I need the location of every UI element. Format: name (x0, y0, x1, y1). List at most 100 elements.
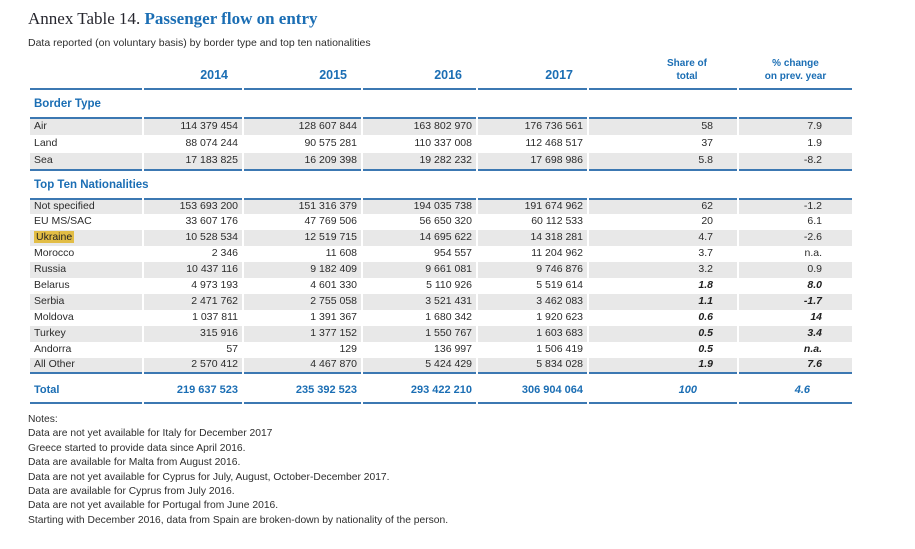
value-2015: 16 209 398 (244, 153, 361, 171)
page-title: Annex Table 14. Passenger flow on entry (28, 9, 318, 29)
value-2016: 136 997 (434, 343, 472, 356)
value-change: 8.0 (807, 279, 822, 292)
table-row-ukraine: Ukraine 10 528 534 12 519 715 14 695 622… (30, 230, 852, 246)
value-change: n.a. (803, 343, 822, 356)
value-2017: 1 920 623 (536, 311, 583, 324)
note-line: Greece started to provide data since Apr… (28, 442, 246, 454)
value-share: 1.8 (698, 279, 713, 292)
total-share: 100 (589, 374, 737, 404)
value-2017: 3 462 083 (478, 294, 587, 310)
value-2016: 5 110 926 (426, 279, 472, 292)
value-2015: 90 575 281 (304, 137, 357, 150)
row-label: Moldova (34, 311, 74, 324)
table-title: Passenger flow on entry (144, 9, 318, 28)
value-share: 62 (589, 198, 737, 214)
value-2016: 194 035 738 (363, 198, 476, 214)
notes-block: Notes: Data are not yet available for It… (28, 413, 448, 528)
table-row-serbia: Serbia 2 471 762 2 755 058 3 521 431 3 4… (30, 294, 852, 310)
value-share: 3.7 (698, 247, 713, 260)
value-2015: 11 608 (325, 247, 357, 260)
col-header-share: Share of total (589, 50, 737, 90)
row-label: Serbia (30, 294, 142, 310)
value-share: 5.8 (589, 153, 737, 171)
value-2015: 2 755 058 (244, 294, 361, 310)
value-2015: 151 316 379 (244, 198, 361, 214)
value-2016: 14 695 622 (363, 230, 476, 246)
table-row-turkey: Turkey 315 916 1 377 152 1 550 767 1 603… (30, 326, 852, 342)
row-label: Andorra (34, 343, 72, 356)
value-2015: 129 (339, 343, 357, 356)
value-2016: 1 550 767 (363, 326, 476, 342)
value-2014: 17 183 825 (144, 153, 242, 171)
value-change: -1.7 (739, 294, 852, 310)
value-change: 0.9 (739, 262, 852, 278)
value-2014: 153 693 200 (144, 198, 242, 214)
value-2015: 4 467 870 (244, 358, 361, 374)
value-2014: 4 973 193 (191, 279, 238, 292)
section-header-nationalities: Top Ten Nationalities (30, 171, 852, 198)
table-row-all-other: All Other 2 570 412 4 467 870 5 424 429 … (30, 358, 852, 374)
value-2014: 88 074 244 (185, 137, 238, 150)
table-row-air: Air 114 379 454 128 607 844 163 802 970 … (30, 117, 852, 135)
value-share: 0.5 (698, 343, 713, 356)
value-change: 3.4 (739, 326, 852, 342)
value-2014: 10 437 116 (144, 262, 242, 278)
row-label: EU MS/SAC (34, 215, 92, 228)
total-label: Total (30, 374, 142, 404)
value-change: 6.1 (807, 215, 822, 228)
table-row-russia: Russia 10 437 116 9 182 409 9 661 081 9 … (30, 262, 852, 278)
value-2017: 9 746 876 (478, 262, 587, 278)
row-label: Ukraine (30, 230, 142, 246)
row-label: Air (30, 117, 142, 135)
value-change: -2.6 (739, 230, 852, 246)
value-2016: 3 521 431 (363, 294, 476, 310)
table-row-andorra: Andorra 57 129 136 997 1 506 419 0.5 n.a… (30, 342, 852, 358)
table-row-eu-ms-sac: EU MS/SAC 33 607 176 47 769 506 56 650 3… (30, 214, 852, 230)
value-2014: 2 570 412 (144, 358, 242, 374)
value-2016: 5 424 429 (363, 358, 476, 374)
col-header-change: % change on prev. year (739, 50, 852, 90)
note-line: Data are available for Cyprus from July … (28, 486, 235, 498)
value-share: 20 (701, 215, 713, 228)
table-row-sea: Sea 17 183 825 16 209 398 19 282 232 17 … (30, 153, 852, 171)
section-title: Top Ten Nationalities (34, 179, 149, 192)
table-row-total: Total 219 637 523 235 392 523 293 422 21… (30, 374, 852, 404)
value-2015: 1 377 152 (244, 326, 361, 342)
col-header-2015: 2015 (244, 50, 361, 90)
value-2014: 114 379 454 (144, 117, 242, 135)
table-row-moldova: Moldova 1 037 811 1 391 367 1 680 342 1 … (30, 310, 852, 326)
value-2015: 47 769 506 (304, 215, 357, 228)
value-2016: 56 650 320 (419, 215, 472, 228)
value-2017: 5 834 028 (478, 358, 587, 374)
value-2016: 954 557 (434, 247, 472, 260)
total-2016: 293 422 210 (363, 374, 476, 404)
value-2017: 176 736 561 (478, 117, 587, 135)
note-line: Starting with December 2016, data from S… (28, 514, 449, 526)
value-change: -8.2 (739, 153, 852, 171)
notes-heading: Notes: (28, 414, 58, 425)
table-row-land: Land 88 074 244 90 575 281 110 337 008 1… (30, 135, 852, 153)
value-2016: 1 680 342 (425, 311, 472, 324)
row-label: Not specified (30, 198, 142, 214)
col-header-2016: 2016 (363, 50, 476, 90)
section-header-border-type: Border Type (30, 90, 852, 117)
col-header-2017: 2017 (478, 50, 587, 90)
value-2016: 9 661 081 (363, 262, 476, 278)
value-change: -1.2 (739, 198, 852, 214)
passenger-flow-table: 2014 2015 2016 2017 Share of total % cha… (28, 50, 854, 404)
row-label: Turkey (30, 326, 142, 342)
total-2015: 235 392 523 (244, 374, 361, 404)
table-row-not-specified: Not specified 153 693 200 151 316 379 19… (30, 198, 852, 214)
row-label: All Other (30, 358, 142, 374)
note-line: Data are not yet available for Portugal … (28, 500, 279, 512)
value-change: 7.6 (739, 358, 852, 374)
value-2017: 112 468 517 (525, 137, 583, 150)
table-row-belarus: Belarus 4 973 193 4 601 330 5 110 926 5 … (30, 278, 852, 294)
value-2017: 1 603 683 (478, 326, 587, 342)
value-2015: 9 182 409 (244, 262, 361, 278)
value-share: 3.2 (589, 262, 737, 278)
row-label: Sea (30, 153, 142, 171)
value-2014: 2 471 762 (144, 294, 242, 310)
value-share: 0.5 (589, 326, 737, 342)
